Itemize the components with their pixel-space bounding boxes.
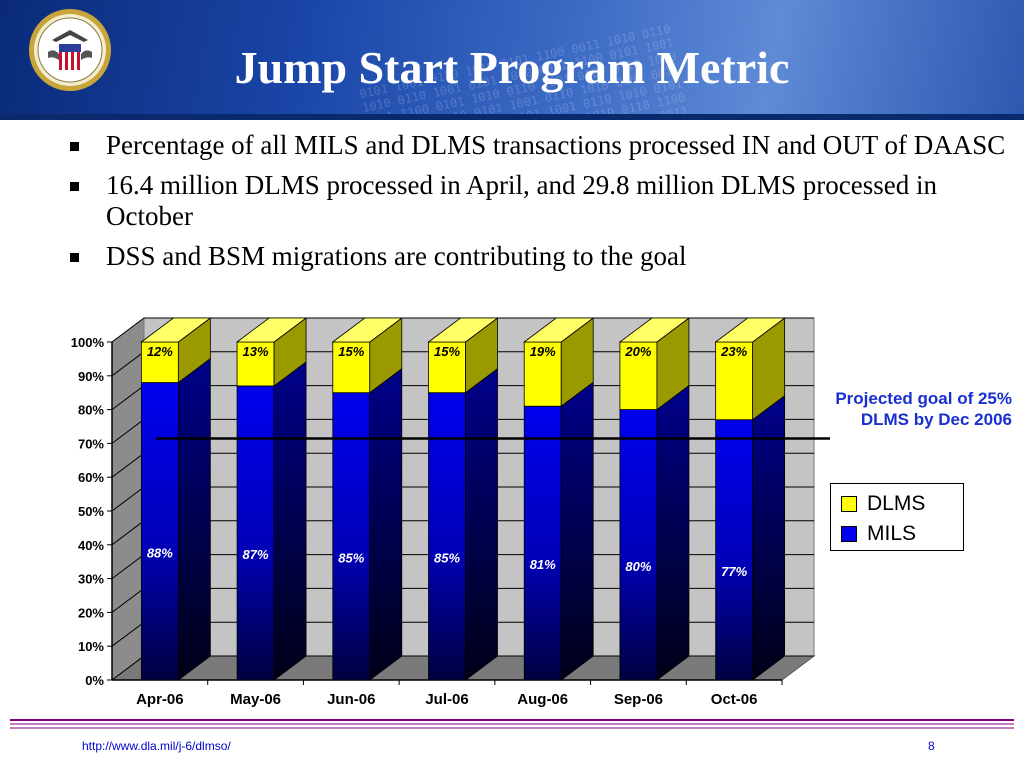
footer-url[interactable]: http://www.dla.mil/j-6/dlmso/: [82, 739, 231, 753]
data-label-dlms: 23%: [720, 344, 747, 359]
bullet-square-icon: [70, 142, 79, 151]
data-label-mils: 85%: [434, 550, 460, 565]
bullet-square-icon: [70, 182, 79, 191]
dla-seal-icon: [29, 9, 111, 91]
x-tick-label: Oct-06: [711, 691, 758, 708]
bar-mils-front: [523, 405, 562, 681]
bar-dlms-top: [427, 317, 499, 343]
bar-dlms-top: [140, 317, 212, 343]
bar-mils-side: [560, 381, 594, 681]
data-label-dlms: 15%: [338, 344, 364, 359]
bar-dlms-top: [714, 317, 786, 343]
bar-dlms-front: [332, 341, 371, 394]
slide-header: 0101 1001 0110 1010 0101 1100 0011 1010 …: [0, 0, 1024, 120]
bar-dlms-top: [235, 317, 308, 343]
goal-annotation-line: Projected goal of 25%: [835, 389, 1012, 408]
bullet-item: Percentage of all MILS and DLMS transact…: [66, 130, 1006, 161]
x-tick-label: Aug-06: [517, 691, 568, 708]
bullet-text: 16.4 million DLMS processed in April, an…: [106, 170, 937, 231]
bullet-text: Percentage of all MILS and DLMS transact…: [106, 130, 1006, 160]
bar-dlms-top: [331, 317, 403, 343]
bar-mils-side: [465, 367, 498, 681]
y-tick-label: 60%: [78, 470, 104, 485]
y-tick-label: 50%: [78, 504, 104, 519]
x-tick-label: Jun-06: [327, 691, 375, 708]
y-tick-label: 80%: [78, 403, 104, 418]
bar-mils-side: [177, 357, 211, 681]
legend-swatch-mils: [841, 526, 857, 542]
bar-mils-front: [428, 392, 466, 681]
data-label-dlms: 19%: [530, 344, 556, 359]
bar-dlms-front: [715, 341, 754, 421]
data-label-mils: 81%: [530, 557, 556, 572]
y-tick-label: 0%: [85, 673, 104, 688]
bar-mils-side: [273, 361, 307, 681]
stacked-bar-chart: 0% 10% 20% 30% 40% 50% 60% 70% 80% 90% 100% 88% 12% A…: [71, 317, 830, 708]
y-tick-label: 90%: [78, 369, 104, 384]
bullet-square-icon: [70, 253, 79, 262]
data-label-dlms: 15%: [434, 344, 460, 359]
page-title: Jump Start Program Metric: [234, 42, 790, 93]
y-tick-label: 20%: [78, 605, 104, 620]
bar-dlms-front: [236, 341, 275, 387]
bar-dlms-top: [523, 317, 595, 343]
legend-label-mils: MILS: [867, 522, 917, 545]
bar-dlms-top: [618, 317, 691, 343]
y-tick-label: 40%: [78, 538, 104, 553]
legend-swatch-dlms: [841, 496, 857, 512]
legend-item-dlms: DLMS: [841, 491, 925, 517]
bar-mils-front: [619, 409, 658, 681]
chart-legend: DLMS MILS: [830, 483, 964, 551]
bar-dlms-front: [428, 341, 466, 394]
bar-mils-front: [140, 382, 179, 681]
goal-annotation-line: DLMS by Dec 2006: [860, 410, 1012, 429]
bar-mils-side: [369, 367, 403, 681]
page-number: 8: [928, 739, 935, 753]
goal-annotation: Projected goal of 25% DLMS by Dec 2006: [800, 388, 1012, 430]
data-label-dlms: 20%: [624, 344, 651, 359]
data-label-mils: 87%: [243, 547, 269, 562]
bar-mils-front: [332, 392, 371, 681]
x-tick-label: Jul-06: [425, 691, 468, 708]
bullet-item: 16.4 million DLMS processed in April, an…: [66, 170, 1006, 232]
bullet-list: Percentage of all MILS and DLMS transact…: [66, 130, 1006, 281]
bar-mils-front: [236, 385, 275, 681]
y-tick-label: 70%: [78, 436, 104, 451]
bar-mils-front: [715, 419, 754, 681]
y-tick-label: 10%: [78, 639, 104, 654]
y-tick-label: 100%: [71, 335, 105, 350]
header-divider: [0, 114, 1024, 120]
data-label-dlms: 13%: [243, 344, 269, 359]
data-label-mils: 77%: [721, 564, 747, 579]
bullet-item: DSS and BSM migrations are contributing …: [66, 241, 1006, 272]
x-tick-label: Apr-06: [136, 691, 184, 708]
data-label-mils: 80%: [625, 559, 651, 574]
bar-mils-side: [656, 384, 690, 681]
data-label-mils: 88%: [147, 545, 173, 560]
footer-divider-lines: [10, 719, 1014, 729]
data-label-dlms: 12%: [147, 344, 173, 359]
x-tick-label: Sep-06: [614, 691, 663, 708]
bullet-text: DSS and BSM migrations are contributing …: [106, 241, 687, 271]
data-label-mils: 85%: [338, 550, 364, 565]
bar-dlms-front: [619, 341, 658, 410]
legend-item-mils: MILS: [841, 521, 916, 547]
x-tick-label: May-06: [230, 691, 281, 708]
legend-label-dlms: DLMS: [867, 492, 926, 515]
y-tick-label: 30%: [78, 572, 104, 587]
bar-dlms-front: [523, 341, 562, 407]
